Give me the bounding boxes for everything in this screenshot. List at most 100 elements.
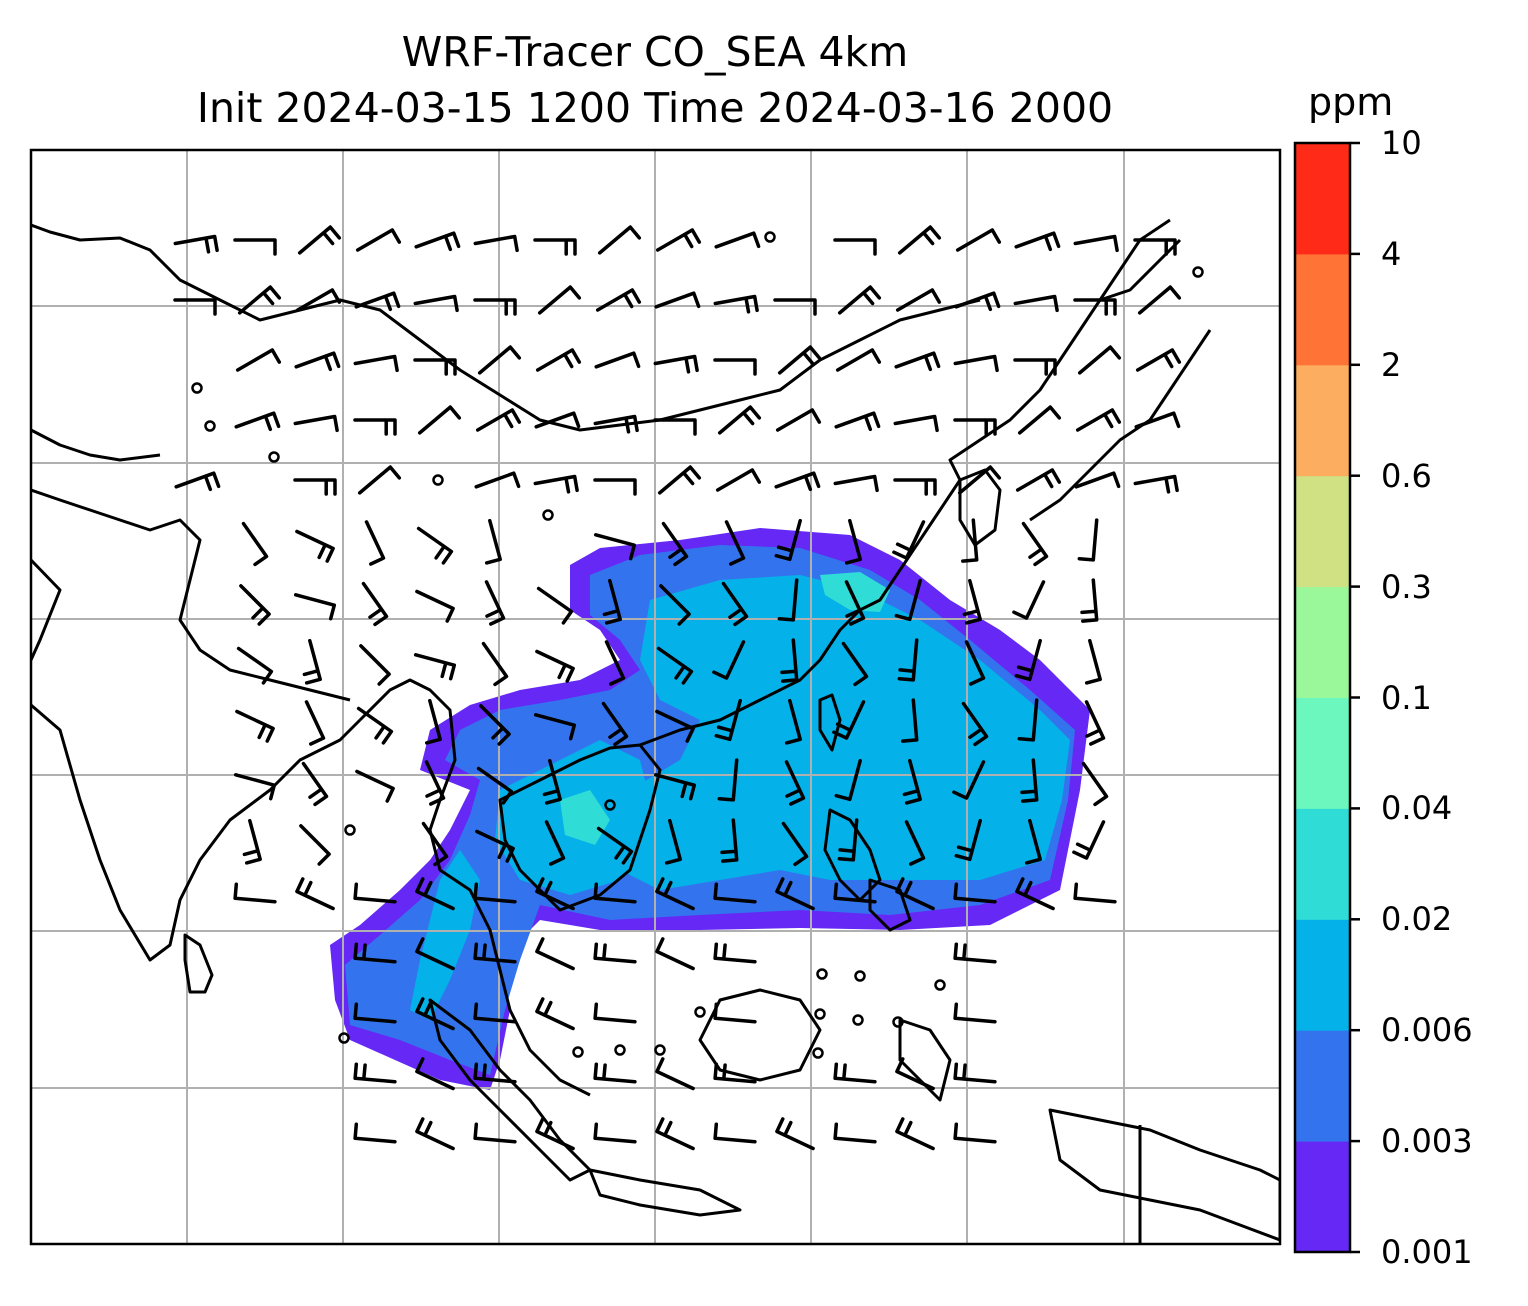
calm-wind-marker — [854, 970, 866, 982]
wind-barb — [474, 471, 521, 489]
wind-barb — [844, 518, 862, 565]
wind-barb — [597, 225, 642, 255]
wind-barb — [724, 520, 746, 566]
wind-barb — [717, 758, 739, 802]
plume-core-west — [410, 850, 480, 1020]
wind-barb — [293, 478, 337, 496]
wind-barb — [233, 238, 277, 256]
wind-barb — [780, 638, 799, 683]
wind-barb — [775, 408, 822, 432]
wind-barb — [533, 238, 577, 256]
wind-barb — [593, 882, 637, 904]
wind-barb — [535, 348, 582, 372]
coast-philippines — [823, 808, 912, 932]
wind-barb — [356, 706, 394, 745]
wind-barb — [479, 704, 511, 746]
wind-barb — [593, 1122, 637, 1144]
wind-barb — [655, 1117, 695, 1151]
wind-barb — [1073, 234, 1119, 253]
wind-barb — [533, 474, 579, 494]
calm-wind-marker — [812, 1047, 824, 1059]
wind-barb — [784, 760, 806, 806]
calm-wind-marker — [344, 824, 356, 836]
coast-indochina — [498, 743, 662, 912]
wind-barb — [961, 518, 979, 563]
wind-barb — [602, 578, 622, 625]
calm-wind-marker — [1192, 266, 1204, 278]
colorbar-tick-label: 0.3 — [1381, 567, 1432, 606]
wind-barb — [897, 638, 919, 682]
wind-barb — [895, 288, 942, 312]
wind-barb — [413, 294, 459, 313]
wind-barb — [594, 351, 641, 369]
wind-barb — [1012, 580, 1046, 620]
wind-barb — [239, 584, 271, 626]
wind-barb — [353, 1002, 397, 1024]
wind-barb — [353, 942, 397, 964]
colorbar-tick-label: 0.003 — [1381, 1122, 1473, 1161]
calm-wind-marker — [604, 799, 616, 811]
wind-barb — [355, 228, 402, 252]
wind-barb — [424, 760, 446, 806]
wind-barb — [357, 465, 402, 495]
wind-barb — [721, 581, 749, 627]
wind-barb — [774, 471, 821, 492]
wind-barb — [302, 638, 322, 685]
colorbar-tick-label: 4 — [1381, 234, 1402, 273]
wind-barb — [655, 937, 695, 971]
wind-barb — [654, 291, 701, 309]
wind-barb — [1137, 285, 1182, 315]
wind-barb — [717, 405, 762, 435]
wind-barb — [601, 701, 629, 747]
coast-sulawesi — [898, 1018, 952, 1102]
wind-barb — [661, 521, 689, 567]
colorbar — [1293, 141, 1360, 1254]
wind-barb — [954, 291, 1001, 312]
wind-barb — [1013, 358, 1057, 376]
wind-barb — [355, 769, 395, 803]
wind-barb — [535, 877, 575, 911]
wind-barb — [895, 1057, 935, 1091]
coast-borneo — [698, 988, 822, 1082]
calm-wind-marker — [934, 979, 946, 991]
wind-barb — [475, 408, 522, 432]
wind-barb — [304, 700, 326, 746]
wind-barb — [837, 285, 882, 315]
wind-barb — [1015, 468, 1062, 492]
wind-barb — [774, 518, 802, 562]
wind-barb — [476, 766, 514, 805]
wind-barb — [1133, 238, 1177, 256]
wind-barb — [533, 713, 577, 741]
colorbar-tick-label: 0.6 — [1381, 456, 1432, 495]
wind-barb — [353, 418, 397, 436]
wind-barb — [484, 580, 506, 626]
calm-wind-marker — [814, 1008, 826, 1020]
wind-barb — [473, 298, 517, 316]
wind-barb — [835, 348, 882, 372]
wind-barb — [955, 228, 1002, 252]
coast-new-guinea — [1048, 1108, 1280, 1244]
calm-wind-marker — [572, 1046, 584, 1058]
wind-barb — [593, 533, 637, 561]
colorbar-tick-label: 0.02 — [1381, 900, 1453, 939]
wind-barb — [413, 653, 457, 681]
wind-barb — [1072, 820, 1106, 860]
wind-barb — [536, 586, 574, 625]
wind-barb — [535, 937, 575, 971]
colorbar-unit-label: ppm — [1308, 80, 1394, 124]
wind-barb — [953, 882, 997, 904]
wind-barb — [781, 821, 809, 867]
wind-barb — [1017, 405, 1062, 435]
colorbar-tick-label: 0.04 — [1381, 789, 1453, 828]
wind-barb — [1020, 758, 1039, 803]
wind-barb — [1014, 231, 1061, 252]
wind-barb — [773, 298, 817, 316]
wind-barb — [593, 414, 639, 434]
map-area — [31, 150, 1280, 1244]
colorbar-tick-label: 2 — [1381, 345, 1402, 384]
wind-barb — [235, 348, 282, 372]
wind-barb — [542, 758, 562, 805]
wind-barb — [173, 234, 219, 254]
wind-barb — [242, 818, 262, 865]
